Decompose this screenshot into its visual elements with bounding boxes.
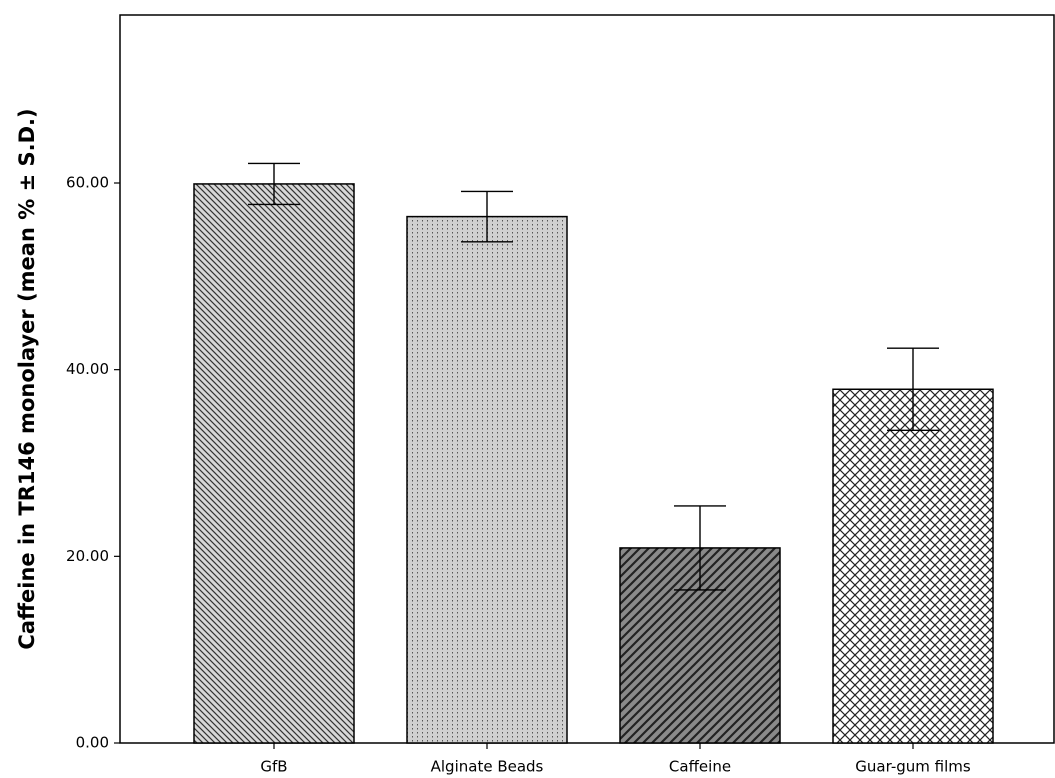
x-tick-label: Caffeine (669, 758, 731, 776)
y-tick-label: 60.00 (66, 174, 109, 192)
x-tick-label: Alginate Beads (431, 758, 544, 776)
bar-pattern (193, 183, 355, 744)
bar-pattern (406, 215, 568, 744)
y-tick-label: 40.00 (66, 360, 109, 378)
bar-pattern (832, 388, 994, 744)
y-tick-label: 0.00 (76, 734, 109, 752)
x-tick-label: Guar-gum films (855, 758, 971, 776)
x-tick-label: GfB (260, 758, 287, 776)
y-axis-label: Caffeine in TR146 monolayer (mean % ± S.… (15, 108, 39, 649)
plot-frame (119, 14, 1055, 744)
y-tick-label: 20.00 (66, 547, 109, 565)
